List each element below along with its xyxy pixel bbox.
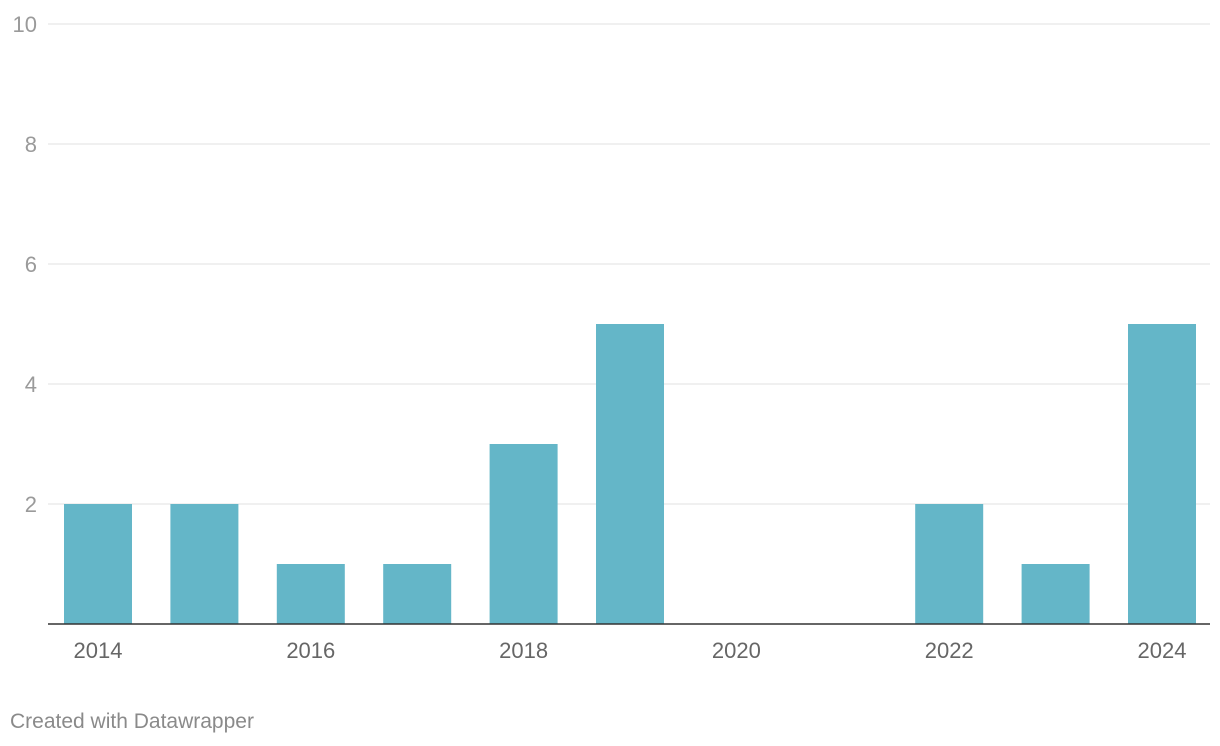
y-tick-label: 8 <box>25 132 37 157</box>
datawrapper-credit[interactable]: Created with Datawrapper <box>10 710 254 733</box>
bar-2019[interactable] <box>596 324 664 624</box>
y-tick-label: 2 <box>25 492 37 517</box>
y-gridlines <box>48 23 1210 505</box>
bar-2014[interactable] <box>64 504 132 624</box>
bars <box>64 324 1196 624</box>
x-tick-label: 2020 <box>712 638 761 663</box>
x-tick-label: 2022 <box>925 638 974 663</box>
x-tick-label: 2024 <box>1138 638 1187 663</box>
y-tick-label: 10 <box>13 12 37 37</box>
y-tick-labels: 2 4 6 8 10 <box>13 12 37 517</box>
bar-2018[interactable] <box>489 444 558 624</box>
x-tick-labels: 2014 2016 2018 2020 2022 2024 <box>74 638 1187 663</box>
bar-2017[interactable] <box>383 564 452 624</box>
x-tick-label: 2014 <box>74 638 123 663</box>
bar-2015[interactable] <box>170 504 239 624</box>
bar-2023[interactable] <box>1021 564 1090 624</box>
x-tick-label: 2016 <box>286 638 335 663</box>
x-tick-label: 2018 <box>499 638 548 663</box>
y-tick-label: 4 <box>25 372 37 397</box>
y-tick-label: 6 <box>25 252 37 277</box>
bar-2016[interactable] <box>276 564 345 624</box>
bar-2022[interactable] <box>915 504 984 624</box>
bar-2024[interactable] <box>1128 324 1196 624</box>
